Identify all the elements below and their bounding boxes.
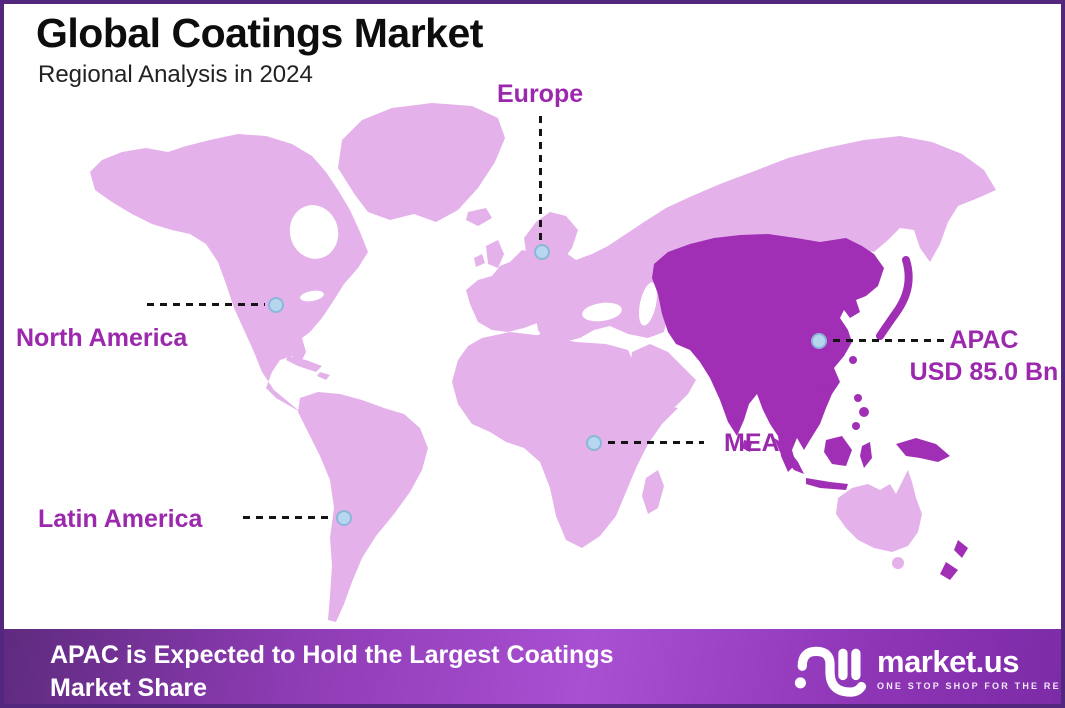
page-subtitle: Regional Analysis in 2024 xyxy=(38,61,313,88)
leader-line-mea xyxy=(608,441,704,444)
sumatra-shape xyxy=(774,438,804,474)
great-lakes xyxy=(300,290,324,302)
black-sea xyxy=(582,302,622,322)
iceland-shape xyxy=(466,208,492,226)
brand-tagline: ONE STOP SHOP FOR THE REPORTS xyxy=(877,681,1065,691)
cuba-shape xyxy=(286,356,322,372)
philippines-shape-3 xyxy=(852,422,860,430)
hispaniola-shape xyxy=(317,372,330,380)
japan-shape xyxy=(876,256,913,340)
leader-line-north-america xyxy=(147,303,265,306)
marker-dot-north-america xyxy=(268,297,284,313)
leader-line-apac xyxy=(833,339,945,342)
label-latin-america: Latin America xyxy=(38,505,203,533)
label-europe: Europe xyxy=(497,80,584,108)
light-regions xyxy=(90,103,996,622)
north-america-shape xyxy=(90,134,368,418)
apac-mainland-shape xyxy=(652,234,884,472)
marker-dot-europe xyxy=(534,244,550,260)
greenland-shape xyxy=(338,103,505,222)
leader-line-latin-america xyxy=(243,516,333,519)
page-title: Global Coatings Market xyxy=(36,10,483,56)
philippines-shape-2 xyxy=(859,407,869,417)
ireland-shape xyxy=(474,254,485,267)
market-us-logo-icon xyxy=(794,646,867,697)
caspian-sea xyxy=(638,282,658,326)
sulawesi-shape xyxy=(860,442,872,468)
bottom-banner: APAC is Expected to Hold the Largest Coa… xyxy=(0,629,1065,708)
africa-shape xyxy=(452,332,678,548)
south-america-shape xyxy=(298,392,428,622)
scandinavia-shape xyxy=(524,212,578,286)
apac-callout: APAC USD 85.0 Bn xyxy=(908,326,1060,387)
philippines-shape xyxy=(854,394,862,402)
new-zealand-south-shape xyxy=(940,562,958,580)
marker-dot-apac xyxy=(811,333,827,349)
brand-text: market.us ONE STOP SHOP FOR THE REPORTS xyxy=(877,646,1065,691)
banner-headline-line1: APAC is Expected to Hold the Largest Coa… xyxy=(50,641,614,669)
madagascar-shape xyxy=(642,470,664,514)
java-shape xyxy=(806,478,848,490)
brand-logo: market.us ONE STOP SHOP FOR THE REPORTS xyxy=(793,629,1065,708)
hudson-bay xyxy=(289,205,339,259)
taiwan-shape xyxy=(849,356,857,364)
apac-dark-regions xyxy=(652,234,968,580)
hainan-shape xyxy=(820,384,828,392)
tasmania-shape xyxy=(892,557,904,569)
arabia-shape xyxy=(630,344,696,416)
banner-headline-line2: Market Share xyxy=(50,674,208,702)
value-apac: USD 85.0 Bn xyxy=(909,358,1059,386)
sri-lanka-shape xyxy=(742,440,752,452)
uk-shape xyxy=(486,240,504,268)
label-mea: MEA xyxy=(724,429,780,457)
brand-name: market.us xyxy=(877,644,1019,679)
sea-cutouts xyxy=(289,205,658,326)
new-zealand-north-shape xyxy=(954,540,968,558)
australia-shape xyxy=(836,470,922,552)
label-apac: APAC xyxy=(949,326,1019,354)
label-north-america: North America xyxy=(16,324,188,352)
marker-dot-mea xyxy=(586,435,602,451)
new-guinea-shape xyxy=(896,438,950,462)
marker-dot-latin-america xyxy=(336,510,352,526)
banner-headline: APAC is Expected to Hold the Largest Coa… xyxy=(50,639,614,705)
leader-line-europe xyxy=(539,116,542,242)
borneo-shape xyxy=(824,436,852,466)
